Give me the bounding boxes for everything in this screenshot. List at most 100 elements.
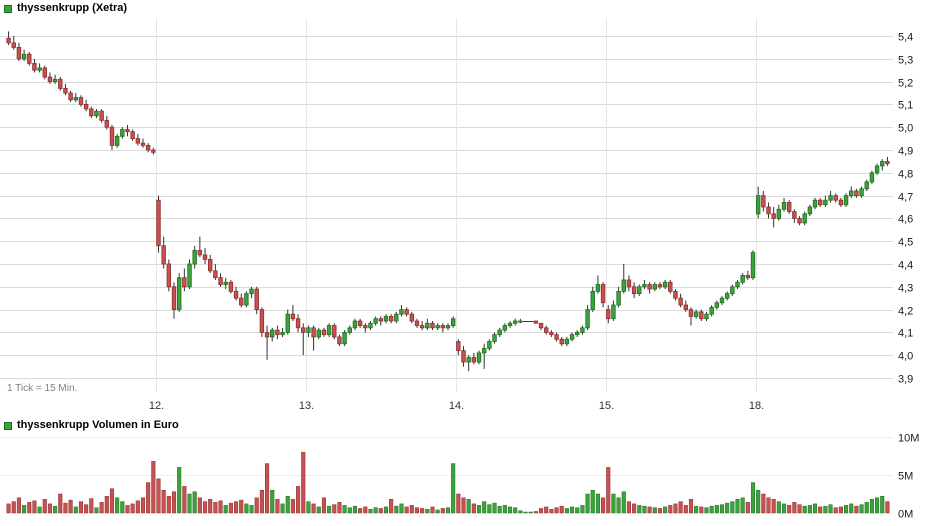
volume-bar xyxy=(89,498,94,514)
candle-body xyxy=(476,352,482,363)
candle-body xyxy=(290,313,296,320)
candle-body xyxy=(151,149,156,153)
candle-body xyxy=(342,331,347,345)
candle-body xyxy=(445,325,451,329)
volume-bar xyxy=(233,501,239,514)
volume-bar xyxy=(606,467,611,514)
candle-body xyxy=(254,288,259,310)
volume-bar xyxy=(482,501,487,514)
volume-bar xyxy=(471,503,476,514)
volume-bar xyxy=(327,505,332,514)
candle-body xyxy=(264,331,270,338)
candle-body xyxy=(171,286,177,310)
volume-bar xyxy=(394,505,399,514)
volume-bar xyxy=(187,493,192,514)
candle-body xyxy=(492,334,497,342)
volume-bar xyxy=(880,496,885,514)
x-axis-day-label: 12. xyxy=(149,400,164,412)
volume-bar xyxy=(544,506,549,514)
volume-bar xyxy=(668,505,673,514)
volume-bar xyxy=(161,489,166,514)
volume-bar xyxy=(750,482,756,514)
volume-chart-title: thyssenkrupp Volumen in Euro xyxy=(17,419,179,431)
volume-bar xyxy=(280,503,285,514)
candle-body xyxy=(140,142,146,146)
volume-bar xyxy=(885,501,890,514)
volume-bar xyxy=(590,489,595,514)
volume-bar xyxy=(84,504,89,514)
price-axis-label: 4,9 xyxy=(898,146,913,158)
candle-body xyxy=(182,277,187,288)
volume-bar xyxy=(492,502,497,514)
candle-body xyxy=(569,334,575,340)
candle-body xyxy=(156,199,161,247)
volume-bar xyxy=(249,505,254,514)
volume-bar xyxy=(709,505,714,514)
volume-bar xyxy=(130,503,135,514)
volume-bar xyxy=(218,500,223,514)
volume-bar xyxy=(425,508,430,514)
volume-bar xyxy=(332,504,337,514)
price-axis-label: 4,6 xyxy=(898,214,913,226)
candle-body xyxy=(32,62,37,71)
volume-bar xyxy=(487,504,492,514)
volume-bar xyxy=(73,506,78,514)
candle-body xyxy=(771,213,776,219)
volume-bar xyxy=(621,491,626,514)
volume-bar xyxy=(37,506,42,514)
candle-body xyxy=(316,329,321,338)
candle-body xyxy=(626,279,632,288)
candle-body xyxy=(823,199,828,206)
candle-body xyxy=(580,327,585,333)
candle-body xyxy=(699,311,704,320)
price-axis-label: 4,4 xyxy=(898,260,913,272)
volume-bar xyxy=(208,499,213,514)
volume-bar xyxy=(435,509,440,514)
volume-bar xyxy=(32,500,37,514)
volume-bar xyxy=(507,506,513,514)
candle-body xyxy=(326,325,332,336)
price-axis-label: 5,4 xyxy=(898,32,913,44)
volume-bar xyxy=(833,507,838,514)
candle-body xyxy=(761,195,766,208)
candle-body xyxy=(68,92,73,101)
volume-bar xyxy=(828,504,833,514)
candle-body xyxy=(337,336,342,345)
volume-bar xyxy=(580,505,585,514)
candle-body xyxy=(357,320,363,326)
candle-body xyxy=(797,217,802,224)
volume-bar xyxy=(502,505,507,514)
candle-body xyxy=(332,325,337,338)
candle-body xyxy=(637,286,642,295)
volume-bar xyxy=(802,505,807,514)
candle-body xyxy=(880,160,885,167)
price-axis-label: 4,8 xyxy=(898,169,913,181)
price-axis-label: 5,1 xyxy=(898,100,913,112)
volume-bar xyxy=(244,503,249,514)
candle-body xyxy=(833,195,838,201)
volume-bar xyxy=(265,463,270,514)
volume-bar xyxy=(363,506,368,514)
volume-bar xyxy=(316,506,321,514)
candle-body xyxy=(394,313,399,322)
price-axis-label: 4,3 xyxy=(898,283,913,295)
candle-body xyxy=(564,338,570,345)
candle-body xyxy=(828,195,833,201)
candle-body xyxy=(735,281,740,288)
volume-bar xyxy=(420,508,425,514)
candle-body xyxy=(399,309,404,315)
candle-body xyxy=(859,188,864,196)
candle-body xyxy=(538,322,544,329)
candle-body xyxy=(766,206,771,215)
volume-bar xyxy=(663,506,668,514)
candle-body xyxy=(192,249,197,265)
candle-body xyxy=(16,47,22,60)
candle-body xyxy=(864,181,869,190)
candle-body xyxy=(544,327,549,333)
volume-bar xyxy=(296,486,301,514)
volume-bar xyxy=(285,496,290,514)
volume-bar xyxy=(202,501,208,514)
candle-body xyxy=(120,129,125,137)
candle-body xyxy=(83,104,89,110)
candle-body xyxy=(678,297,683,306)
